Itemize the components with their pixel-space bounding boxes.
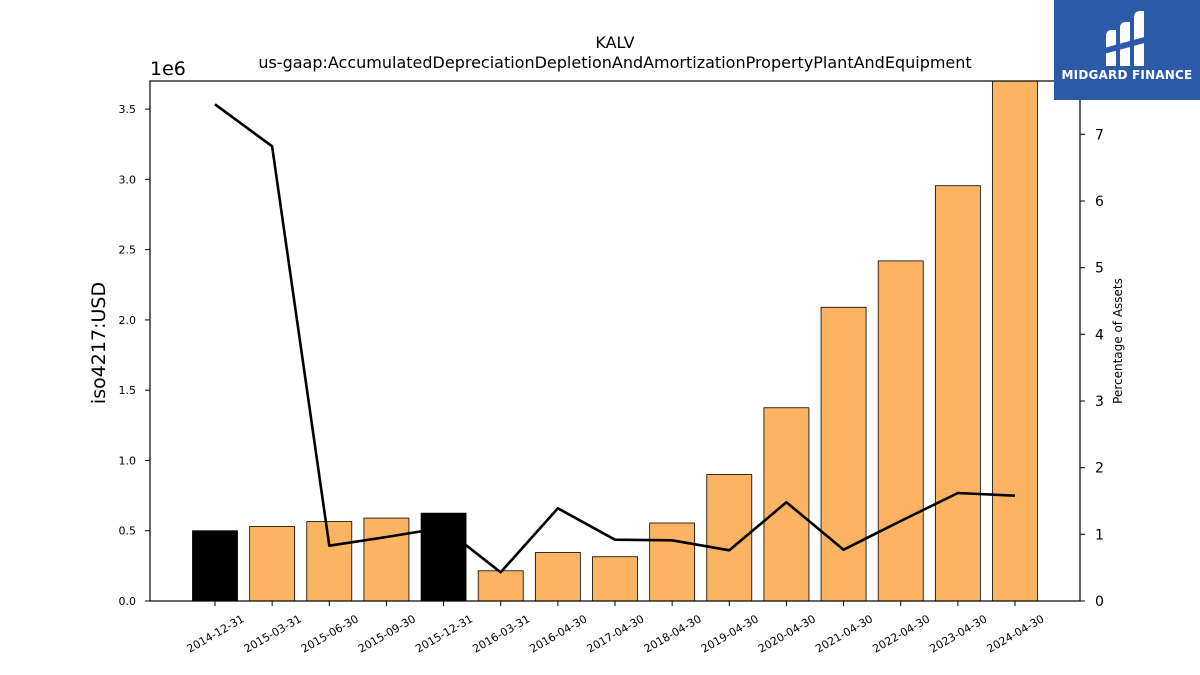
x-tick-label: 2015-03-31 <box>242 612 304 655</box>
y-tick-label: 3.5 <box>119 103 137 116</box>
bar-2017-04-30 <box>592 556 638 602</box>
y-axis-right-label: Percentage of Assets <box>1111 278 1125 404</box>
x-tick-label: 2018-04-30 <box>642 612 704 655</box>
x-tick-label: 2019-04-30 <box>699 612 761 655</box>
y-tick-label: 2.0 <box>119 314 137 327</box>
x-tick-label: 2021-04-30 <box>813 612 875 655</box>
x-tick-label: 2022-04-30 <box>870 612 932 655</box>
y-right-tick-label: 6 <box>1095 194 1104 210</box>
x-tick-label: 2016-04-30 <box>527 612 589 655</box>
logo-mark-icon <box>1104 11 1148 66</box>
x-tick-label: 2023-04-30 <box>927 612 989 655</box>
bar-2016-03-31 <box>477 570 524 602</box>
line-series <box>214 103 1016 574</box>
y-right-tick-label: 1 <box>1095 527 1104 543</box>
y-tick-label: 0.0 <box>119 595 137 608</box>
bar-2015-03-31 <box>249 526 296 602</box>
logo-text: MIDGARD FINANCE <box>1061 68 1193 82</box>
x-tick-label: 2017-04-30 <box>585 612 647 655</box>
y-right-tick-label: 2 <box>1095 461 1104 477</box>
midgard-finance-logo: MIDGARD FINANCE <box>1054 0 1200 100</box>
y-axis-label: iso4217:USD <box>88 282 110 404</box>
x-tick-label: 2015-09-30 <box>356 612 418 655</box>
bar-2020-04-30 <box>763 407 810 602</box>
y-tick-label: 0.5 <box>119 525 137 538</box>
y-scale-label: 1e6 <box>150 58 186 80</box>
bar-2018-04-30 <box>649 522 696 602</box>
x-tick-label: 2024-04-30 <box>985 612 1047 655</box>
chart-subtitle: us-gaap:AccumulatedDepreciationDepletion… <box>258 53 971 72</box>
bar-2021-04-30 <box>820 306 867 602</box>
y-tick-label: 1.5 <box>119 384 137 397</box>
x-tick-label: 2015-12-31 <box>413 612 475 655</box>
bar-2015-06-30 <box>306 521 353 602</box>
x-tick-label: 2016-03-31 <box>470 612 532 655</box>
y-right-tick-label: 0 <box>1095 594 1104 610</box>
x-axis: 2014-12-312015-03-312015-06-302015-09-30… <box>185 601 1047 656</box>
bar-2014-12-31 <box>192 530 238 602</box>
x-tick-label: 2014-12-31 <box>185 612 247 655</box>
y-tick-label: 3.0 <box>119 173 137 186</box>
bar-2015-09-30 <box>363 517 410 602</box>
bar-2023-04-30 <box>934 185 981 602</box>
y-axis-left: 0.0 0.5 1.0 1.5 2.0 2.5 3.0 3.5 <box>119 103 150 608</box>
bars <box>192 80 1038 602</box>
x-tick-label: 2020-04-30 <box>756 612 818 655</box>
bar-2015-12-31 <box>420 512 467 602</box>
y-right-tick-label: 7 <box>1095 127 1104 143</box>
y-tick-label: 2.5 <box>119 244 137 257</box>
y-right-tick-label: 3 <box>1095 394 1104 410</box>
y-right-tick-label: 4 <box>1095 327 1104 343</box>
chart-title: KALV <box>595 33 634 52</box>
bar-2024-04-30 <box>992 80 1038 602</box>
bar-2022-04-30 <box>877 260 924 602</box>
y-right-tick-label: 5 <box>1095 261 1104 277</box>
y-axis-right: 0 1 2 3 4 5 6 7 <box>1080 127 1104 610</box>
bar-2016-04-30 <box>534 552 581 602</box>
y-tick-label: 1.0 <box>119 454 137 467</box>
x-tick-label: 2015-06-30 <box>299 612 361 655</box>
